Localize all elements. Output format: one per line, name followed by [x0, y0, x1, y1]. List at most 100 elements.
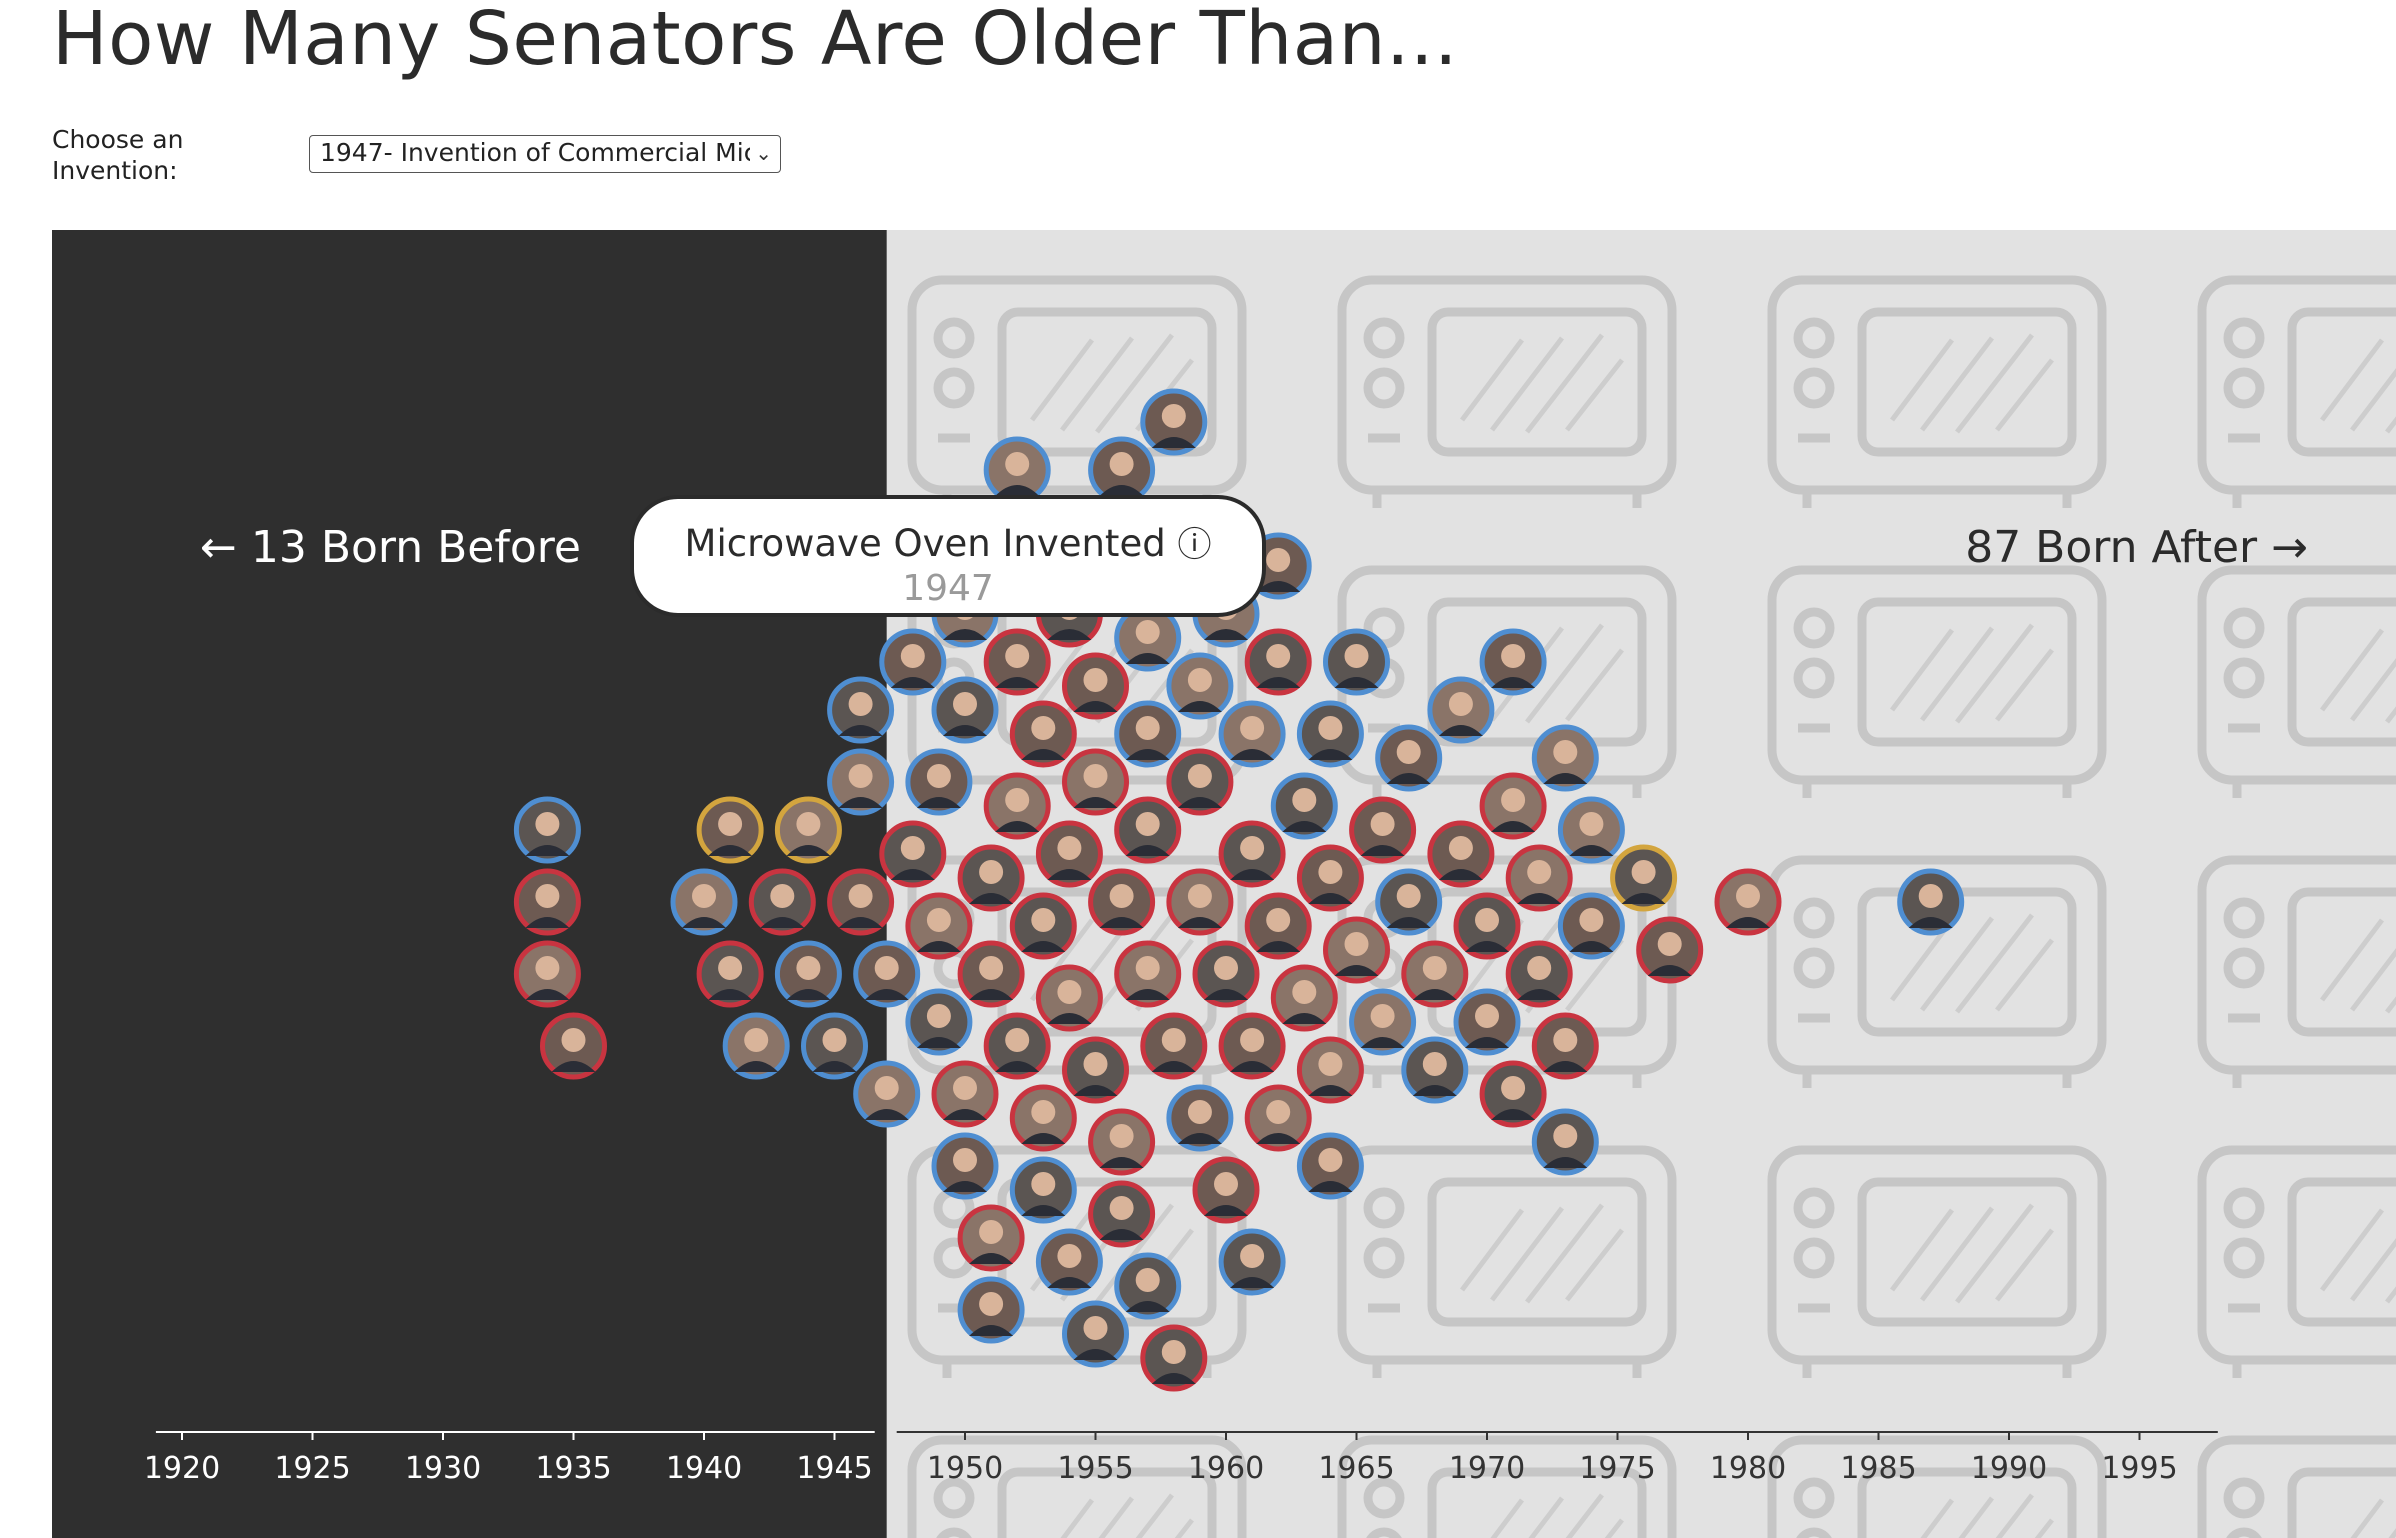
senator-dot[interactable]: [931, 1060, 999, 1128]
senator-dot[interactable]: [983, 1012, 1051, 1080]
senator-dot[interactable]: [1244, 1084, 1312, 1152]
senator-dot[interactable]: [1296, 700, 1364, 768]
senator-dot[interactable]: [1244, 628, 1312, 696]
senator-dot[interactable]: [1270, 772, 1338, 840]
senator-dot[interactable]: [827, 676, 895, 744]
senator-dot[interactable]: [1062, 1300, 1129, 1368]
senator-dot[interactable]: [983, 436, 1051, 504]
senator-dot[interactable]: [696, 940, 764, 1008]
senator-dot[interactable]: [1166, 652, 1234, 720]
senator-dot[interactable]: [774, 940, 842, 1008]
senator-dot[interactable]: [853, 1060, 921, 1128]
senator-dot[interactable]: [1479, 628, 1547, 696]
senator-dot[interactable]: [957, 940, 1025, 1008]
senator-dot[interactable]: [801, 1012, 868, 1080]
senator-dot[interactable]: [1114, 700, 1182, 768]
senator-dot[interactable]: [513, 940, 581, 1008]
senator-dot[interactable]: [1035, 820, 1103, 888]
senator-dot[interactable]: [1479, 1060, 1547, 1128]
senator-dot[interactable]: [1323, 916, 1390, 984]
senator-dot[interactable]: [1140, 388, 1208, 456]
senator-dot[interactable]: [1531, 724, 1599, 792]
senator-dot[interactable]: [1009, 700, 1077, 768]
senator-dot[interactable]: [1296, 1132, 1364, 1200]
senator-dot[interactable]: [853, 940, 921, 1008]
senator-dot[interactable]: [1375, 868, 1443, 936]
senator-dot[interactable]: [1088, 868, 1156, 936]
senator-dot[interactable]: [1636, 916, 1704, 984]
senator-dot[interactable]: [1218, 700, 1286, 768]
senator-dot[interactable]: [1401, 1036, 1469, 1104]
senator-dot[interactable]: [1427, 820, 1495, 888]
senator-dot[interactable]: [931, 1132, 999, 1200]
senator-dot[interactable]: [696, 796, 764, 864]
senator-dot[interactable]: [1375, 724, 1443, 792]
senator-dot[interactable]: [905, 988, 973, 1056]
senator-dot[interactable]: [1035, 964, 1103, 1032]
senator-dot[interactable]: [1714, 868, 1782, 936]
senator-dot[interactable]: [1505, 844, 1573, 912]
senator-dot[interactable]: [1062, 748, 1129, 816]
senator-dot[interactable]: [1557, 892, 1625, 960]
senator-dot[interactable]: [1479, 772, 1547, 840]
senator-dot[interactable]: [774, 796, 842, 864]
senator-dot[interactable]: [957, 1276, 1025, 1344]
senator-dot[interactable]: [1088, 1108, 1156, 1176]
senator-dot[interactable]: [827, 868, 895, 936]
senator-dot[interactable]: [1897, 868, 1965, 936]
invention-select[interactable]: 1947- Invention of Commercial Mic ⌄: [309, 135, 781, 173]
senator-dot[interactable]: [1088, 1180, 1156, 1248]
senator-dot[interactable]: [1062, 652, 1129, 720]
senator-dot[interactable]: [1453, 988, 1521, 1056]
senator-dot[interactable]: [1114, 1252, 1182, 1320]
senator-dot[interactable]: [1557, 796, 1625, 864]
senator-dot[interactable]: [957, 1204, 1025, 1272]
senator-dot[interactable]: [1166, 1084, 1234, 1152]
senator-dot[interactable]: [1114, 796, 1182, 864]
senator-dot[interactable]: [1401, 940, 1469, 1008]
senator-dot[interactable]: [1035, 1228, 1103, 1296]
senator-dot[interactable]: [1166, 748, 1234, 816]
senator-dot[interactable]: [1270, 964, 1338, 1032]
senator-dot[interactable]: [670, 868, 738, 936]
senator-dot[interactable]: [879, 628, 947, 696]
senator-dot[interactable]: [1009, 1156, 1077, 1224]
senator-dot[interactable]: [827, 748, 895, 816]
senator-dot[interactable]: [722, 1012, 790, 1080]
senator-dot[interactable]: [983, 772, 1051, 840]
senator-dot[interactable]: [931, 676, 999, 744]
senator-dot[interactable]: [1192, 940, 1260, 1008]
senator-dot[interactable]: [1062, 1036, 1129, 1104]
senator-dot[interactable]: [513, 868, 581, 936]
senator-dot[interactable]: [905, 892, 973, 960]
senator-dot[interactable]: [1009, 1084, 1077, 1152]
senator-dot[interactable]: [879, 820, 947, 888]
senator-dot[interactable]: [1296, 844, 1364, 912]
senator-dot[interactable]: [1140, 1324, 1208, 1392]
senator-dot[interactable]: [1531, 1012, 1599, 1080]
senator-dot[interactable]: [1140, 1012, 1208, 1080]
senator-dot[interactable]: [1427, 676, 1495, 744]
senator-dot[interactable]: [513, 796, 581, 864]
senator-dot[interactable]: [1009, 892, 1077, 960]
senator-dot[interactable]: [1192, 1156, 1260, 1224]
senator-dot[interactable]: [1296, 1036, 1364, 1104]
senator-dot[interactable]: [540, 1012, 607, 1080]
senator-dot[interactable]: [1453, 892, 1521, 960]
senator-dot[interactable]: [1505, 940, 1573, 1008]
senator-dot[interactable]: [1349, 988, 1417, 1056]
senator-dot[interactable]: [1244, 892, 1312, 960]
senator-dot[interactable]: [748, 868, 816, 936]
senator-dot[interactable]: [1088, 436, 1156, 504]
senator-dot[interactable]: [1218, 1228, 1286, 1296]
senator-dot[interactable]: [905, 748, 973, 816]
senator-dot[interactable]: [1349, 796, 1417, 864]
senator-dot[interactable]: [1218, 820, 1286, 888]
senator-dot[interactable]: [1323, 628, 1390, 696]
senator-dot[interactable]: [1218, 1012, 1286, 1080]
senator-dot[interactable]: [1114, 940, 1182, 1008]
senator-dot[interactable]: [1610, 844, 1678, 912]
senator-dot[interactable]: [1531, 1108, 1599, 1176]
senator-dot[interactable]: [983, 628, 1051, 696]
senator-dot[interactable]: [957, 844, 1025, 912]
